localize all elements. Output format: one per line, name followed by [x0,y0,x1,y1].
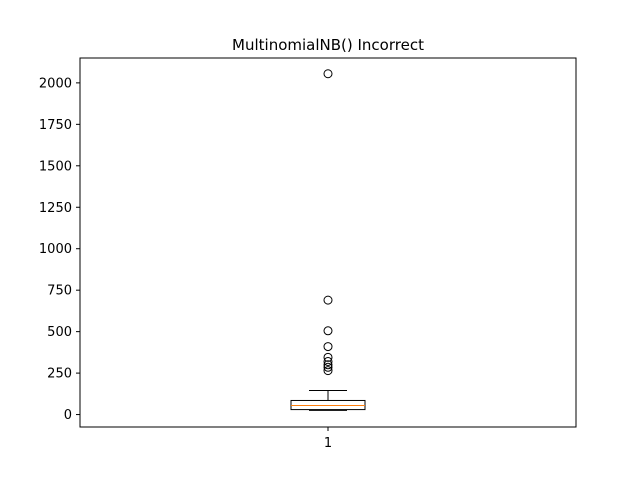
outlier-point [323,69,333,79]
y-tick-label: 1500 [39,159,72,174]
y-tick-label: 500 [47,325,72,340]
outlier-point [323,326,333,336]
y-tick-label: 0 [64,408,72,423]
y-tick-label: 1250 [39,201,72,216]
outlier-point [323,362,333,372]
y-tick-label: 250 [47,367,72,382]
chart-title: MultinomialNB() Incorrect [232,36,424,54]
y-axis: 0 250 500 750 1000 1250 1500 1750 2000 [39,76,80,423]
plot-area [290,69,366,411]
outlier-point [323,366,333,376]
outlier-point [323,360,333,370]
outlier-point [323,356,333,366]
outlier-point [323,295,333,305]
y-tick-label: 2000 [39,76,72,91]
y-tick-label: 1000 [39,242,72,257]
outlier-point [323,342,333,352]
y-tick-label: 1750 [39,118,72,133]
outlier-point [323,352,333,362]
y-tick-label: 750 [47,284,72,299]
x-tick-label: 1 [324,436,332,451]
x-axis: 1 [324,427,332,451]
axes-frame [79,57,577,428]
